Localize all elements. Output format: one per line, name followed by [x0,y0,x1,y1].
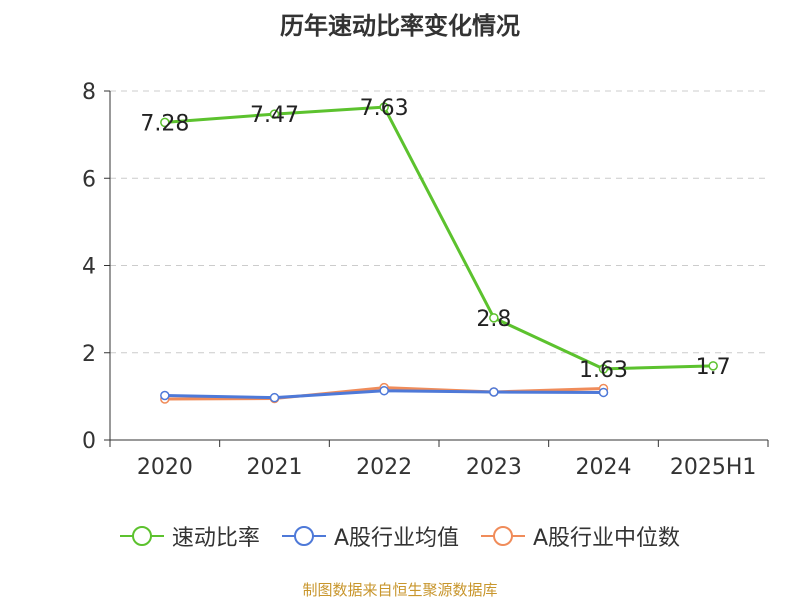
x-tick-label: 2022 [356,455,412,480]
series-point-0 [598,364,609,374]
data-label: 1.63 [579,358,628,383]
series-point-0 [489,313,499,323]
data-label: 2.8 [476,307,511,332]
y-tick-label: 0 [82,429,96,454]
source-note: 制图数据来自恒生聚源数据库 [302,581,498,599]
series-point-1 [160,390,170,401]
legend-label-industry-median: A股行业中位数 [533,526,681,551]
legend-item-industry-median[interactable]: A股行业中位数 [481,520,680,552]
data-label: 7.47 [250,103,299,128]
series-point-1 [598,387,609,398]
data-label: 7.28 [140,111,189,136]
y-tick-label: 2 [82,342,96,367]
x-tick-label: 2025H1 [670,455,757,480]
legend-label-quick-ratio: 速动比率 [171,526,260,551]
axes: 0 2 4 6 8 2020 2021 2022 2023 2024 2025H1 [82,80,769,480]
series-point-1 [489,387,499,397]
legend-item-industry-mean[interactable]: A股行业均值 [281,520,459,552]
x-tick-label: 2023 [466,455,522,480]
legend: 速动比率 A股行业均值 A股行业中位数 [0,520,800,552]
series-point-1 [379,385,389,396]
legend-item-quick-ratio[interactable]: 速动比率 [119,520,260,552]
data-labels: 7.28 7.47 7.63 2.8 1.63 1.7 [140,96,730,383]
y-tick-label: 8 [82,80,96,105]
x-tick-label: 2021 [247,455,303,480]
y-tick-label: 6 [82,167,96,192]
data-label: 1.7 [696,355,731,380]
series-point-0 [379,102,389,112]
y-tick-label: 4 [82,255,96,280]
series-point-0 [269,109,280,119]
x-tick-label: 2024 [576,455,632,480]
series-lines [160,102,718,404]
series-point-1 [269,392,280,403]
series-point-0 [708,361,718,371]
legend-swatch-industry-mean [281,526,326,546]
legend-label-industry-mean: A股行业均值 [333,526,459,551]
series-point-0 [160,117,170,128]
chart-title: 历年速动比率变化情况 [280,12,520,40]
legend-swatch-industry-median [481,526,525,546]
legend-swatch-quick-ratio [119,526,164,546]
x-tick-label: 2020 [137,455,193,480]
data-label: 7.63 [360,96,409,121]
grid-lines [110,90,768,354]
series-line-0 [164,105,714,371]
